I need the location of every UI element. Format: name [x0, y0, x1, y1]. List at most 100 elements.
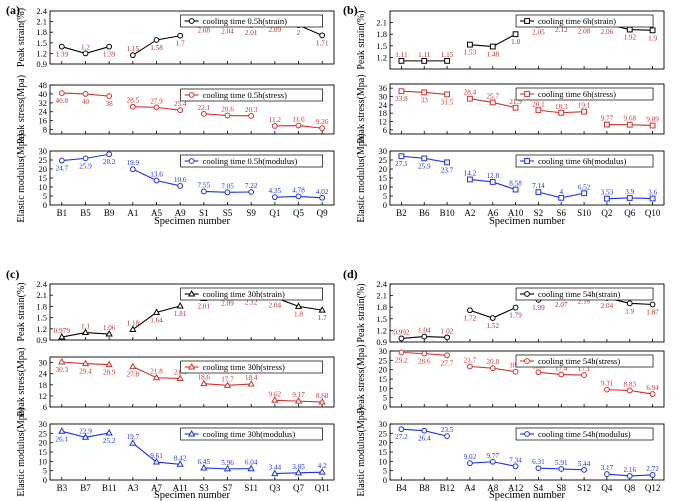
data-label: 4.78: [292, 186, 305, 194]
x-tick-label: Q6: [624, 208, 635, 218]
data-label: 9.09: [646, 116, 659, 124]
data-point: [444, 91, 450, 98]
data-label: 1.71: [316, 39, 329, 47]
y-tick-label: 2.1: [36, 290, 47, 300]
data-label: 4.2: [318, 462, 327, 470]
data-label: 1.99: [532, 304, 545, 312]
data-label: 1.7: [176, 40, 185, 48]
y-tick-label: 1.5: [376, 41, 387, 51]
data-label: 0.992: [393, 328, 410, 336]
y-tick-label: 6: [383, 125, 387, 135]
x-tick-label: Q7: [293, 483, 304, 493]
legend-label: cooling time 30h(strain): [203, 289, 285, 299]
legend-box: [180, 88, 323, 102]
y-tick-label: 20: [379, 365, 388, 375]
subplot-strain: 0.9 1.21.5 1.82.1 2.4 Peak strain(%) 0.992 1.0…: [356, 279, 665, 347]
data-label: 20.6: [221, 106, 234, 114]
panel-label: (c): [6, 267, 19, 281]
x-tick-label: Q8: [624, 483, 635, 493]
legend-label: cooling time 30h(modulus): [203, 429, 296, 439]
data-point: [467, 41, 473, 48]
legend-label: cooling time 54h(strain): [538, 289, 620, 299]
data-label: 28.6: [418, 358, 431, 366]
legend: cooling time 30h(strain): [180, 287, 323, 301]
panel-label: (a): [6, 3, 20, 17]
data-label: 2.06: [601, 28, 614, 36]
data-label: 9.77: [601, 115, 614, 123]
data-point: [581, 372, 587, 378]
y-tick-label: 10: [39, 182, 48, 192]
y-tick-label: 20: [39, 164, 48, 174]
y-tick-label: 5: [383, 466, 387, 476]
y-tick-label: 2.4: [36, 279, 47, 289]
y-tick-label: 24: [39, 107, 48, 117]
y-tick-label: 10: [379, 456, 388, 466]
data-point: [271, 194, 278, 201]
x-tick-label: Q5: [293, 208, 304, 218]
x-tick-label: A7: [151, 483, 162, 493]
data-point: [177, 183, 184, 189]
x-tick-label: B7: [80, 483, 91, 493]
data-label: 26.1: [56, 435, 69, 443]
y-tick-label: 30: [379, 146, 388, 156]
data-point: [152, 373, 161, 381]
data-label: 2.72: [646, 465, 659, 473]
y-tick-label: 30: [39, 146, 48, 156]
x-axis-label: Specimen number: [489, 216, 566, 227]
data-label: 1.18: [127, 320, 140, 328]
y-tick-label: 0: [383, 475, 387, 485]
y-tick-label: 5: [43, 466, 47, 476]
data-point: [105, 428, 113, 436]
x-tick-label: S3: [199, 483, 209, 493]
data-label: 26.4: [418, 435, 431, 443]
data-point: [512, 368, 519, 375]
data-point: [247, 380, 255, 387]
data-label: 9.17: [292, 391, 305, 399]
data-label: 2.08: [578, 27, 591, 35]
axes-frame: [49, 84, 335, 135]
data-label: 27.2: [395, 433, 408, 441]
y-tick-label: 1.8: [376, 302, 387, 312]
data-label: 30.3: [56, 366, 69, 374]
y-tick-label: 1.5: [36, 38, 47, 48]
data-label: 13.6: [150, 171, 163, 179]
data-point: [649, 27, 656, 34]
data-label: 27.7: [441, 359, 454, 367]
data-point: [421, 333, 428, 340]
y-tick-label: 18: [379, 108, 388, 118]
y-tick-label: 1.8: [36, 27, 47, 37]
legend-marker: [187, 429, 196, 437]
x-tick-label: Q10: [645, 208, 661, 218]
data-label: 6.04: [245, 459, 258, 467]
data-point: [319, 32, 326, 39]
data-label: 2.09: [269, 26, 282, 34]
data-label: 22.9: [79, 427, 92, 435]
legend-label: cooling time 6h(strain): [538, 16, 616, 26]
x-tick-label: B6: [419, 208, 430, 218]
legend: cooling time 30h(stress): [180, 360, 323, 374]
axes-frame: [49, 283, 335, 341]
y-tick-label: 10: [39, 456, 48, 466]
data-label: 7.22: [245, 182, 258, 190]
data-label: 3.44: [269, 464, 282, 472]
data-label: 18.6: [198, 374, 211, 382]
data-point: [129, 166, 136, 173]
legend-marker: [524, 18, 530, 24]
data-point: [295, 193, 302, 200]
x-tick-label: B8: [419, 483, 430, 493]
x-tick-label: S10: [577, 208, 592, 218]
data-point: [81, 359, 90, 367]
data-label: 10.6: [174, 176, 187, 184]
legend: cooling time 6h(strain): [515, 14, 654, 28]
data-label: 21.8: [150, 368, 163, 376]
data-point: [535, 369, 542, 376]
x-tick-label: A2: [464, 208, 475, 218]
data-point: [177, 32, 184, 39]
data-point: [512, 31, 519, 38]
y-tick-label: 25: [379, 155, 388, 165]
y-tick-label: 25: [39, 428, 48, 438]
data-label: 2.12: [245, 298, 258, 306]
data-label: 4.35: [269, 187, 282, 195]
